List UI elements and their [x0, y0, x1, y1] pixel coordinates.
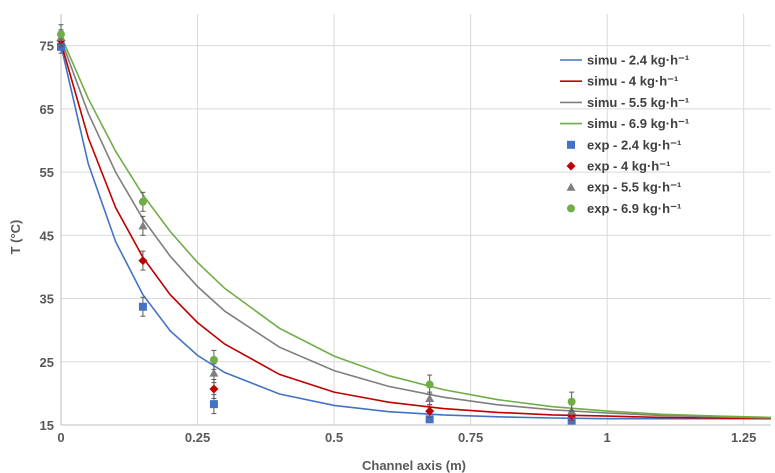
y-tick-label: 25 [40, 355, 54, 370]
series-line [60, 42, 772, 420]
y-tick-label: 55 [40, 165, 54, 180]
legend-label: simu - 2.4 kg·h⁻¹ [587, 53, 689, 68]
data-point [138, 197, 147, 206]
data-point [138, 256, 148, 266]
legend-label: exp - 4 kg·h⁻¹ [587, 159, 670, 174]
data-point [209, 400, 218, 409]
x-tick-label: 1 [604, 430, 611, 445]
legend-label: exp - 2.4 kg·h⁻¹ [587, 137, 681, 152]
legend-label: exp - 6.9 kg·h⁻¹ [587, 201, 681, 216]
series-line [60, 35, 772, 419]
legend-marker-swatch [566, 161, 576, 171]
legend-label: exp - 5.5 kg·h⁻¹ [587, 180, 681, 195]
x-axis-title: Channel axis (m) [362, 458, 466, 473]
data-point [567, 397, 576, 406]
legend-marker-swatch [567, 140, 575, 149]
legend-marker-swatch [566, 182, 576, 191]
axes [60, 14, 771, 426]
data-point [209, 384, 219, 394]
data-point [425, 380, 434, 389]
x-tick-label: 0.25 [185, 430, 210, 445]
series-line [60, 45, 771, 420]
y-tick-label: 15 [40, 418, 54, 433]
series-lines [60, 35, 772, 420]
x-tick-labels: 0 0.25 0.5 0.75 1 1.25 [57, 430, 756, 445]
data-point [209, 368, 219, 377]
y-tick-label: 45 [40, 228, 54, 243]
data-point [425, 406, 435, 416]
y-tick-label: 35 [40, 292, 54, 307]
data-point [138, 302, 147, 311]
y-tick-label: 75 [40, 39, 54, 54]
grid [61, 14, 771, 426]
x-tick-label: 0.75 [458, 430, 483, 445]
x-tick-label: 0.5 [325, 430, 343, 445]
legend-label: simu - 5.5 kg·h⁻¹ [587, 95, 689, 110]
y-tick-labels: 15 25 35 45 55 65 75 [40, 39, 54, 433]
legend-marker-swatch [567, 204, 575, 213]
y-axis-title: T (°C) [8, 220, 23, 255]
y-tick-label: 65 [40, 102, 54, 117]
series-points [56, 24, 577, 425]
legend-label: simu - 6.9 kg·h⁻¹ [587, 116, 689, 131]
legend-label: simu - 4 kg·h⁻¹ [587, 74, 678, 89]
legend: simu - 2.4 kg·h⁻¹ simu - 4 kg·h⁻¹ simu - 5… [560, 53, 689, 216]
data-point [425, 415, 434, 424]
data-point [209, 355, 218, 364]
data-point [138, 221, 148, 230]
series-line [60, 39, 772, 419]
data-point [57, 30, 65, 39]
x-tick-label: 0 [57, 430, 64, 445]
data-point [425, 393, 435, 402]
x-tick-label: 1.25 [731, 430, 756, 445]
